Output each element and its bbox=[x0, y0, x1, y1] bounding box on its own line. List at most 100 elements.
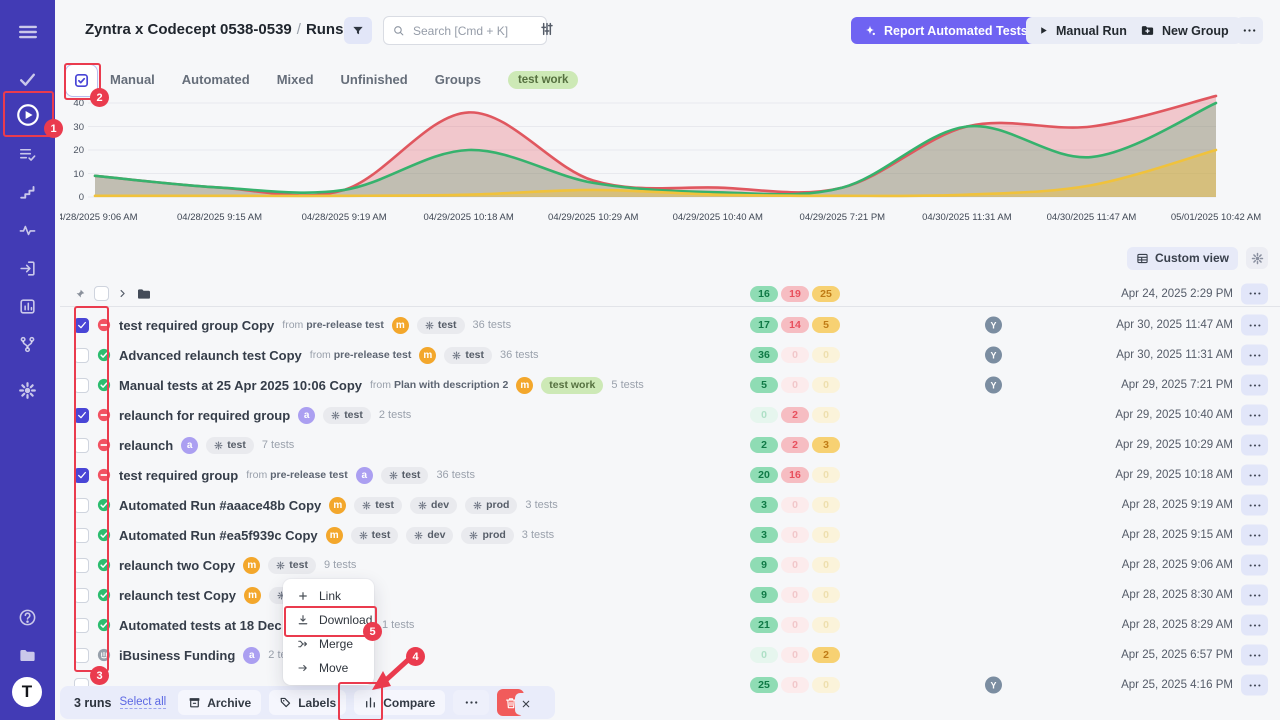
row-more-button[interactable] bbox=[1241, 314, 1268, 336]
table-row[interactable]: Manual tests at 25 Apr 2025 10:06 Copy fr… bbox=[60, 370, 1280, 400]
run-name: Advanced relaunch test Copy bbox=[119, 347, 302, 363]
tab-unfinished[interactable]: Unfinished bbox=[340, 72, 408, 87]
archive-button[interactable]: Archive bbox=[178, 690, 262, 715]
row-checkbox[interactable] bbox=[74, 647, 89, 663]
row-checkbox[interactable] bbox=[74, 587, 89, 603]
row-more-button[interactable] bbox=[1241, 464, 1268, 486]
sidebar-item-activity[interactable] bbox=[0, 213, 55, 247]
pin-icon bbox=[74, 288, 86, 300]
table-row[interactable]: relaunch test Copymtest900Apr 28, 2025 8… bbox=[60, 580, 1280, 610]
table-row[interactable]: relaunch for required group a test 2 tests 0… bbox=[60, 400, 1280, 430]
adjustments-icon[interactable] bbox=[539, 21, 555, 37]
row-more-button[interactable] bbox=[1241, 614, 1268, 636]
merge-icon bbox=[297, 638, 309, 650]
row-checkbox[interactable] bbox=[74, 437, 89, 453]
sidebar-item-import[interactable] bbox=[0, 251, 55, 285]
row-more-button[interactable] bbox=[1241, 374, 1268, 396]
new-group-button[interactable]: New Group bbox=[1128, 17, 1241, 44]
run-date: Apr 28, 2025 9:15 AM bbox=[1121, 529, 1233, 541]
skipped-count: 0 bbox=[812, 497, 840, 513]
avatar: Y bbox=[985, 676, 1002, 694]
chart-plot bbox=[88, 94, 1218, 198]
filter-chip-test-work[interactable]: test work bbox=[507, 70, 579, 89]
env-tag: test bbox=[206, 436, 254, 454]
row-checkbox[interactable] bbox=[74, 617, 89, 633]
row-more-button[interactable] bbox=[1241, 554, 1268, 576]
result-counts: 20 16 0 bbox=[750, 467, 840, 483]
labels-button[interactable]: Labels bbox=[269, 690, 347, 715]
sidebar-item-branch[interactable] bbox=[0, 327, 55, 361]
table-row[interactable]: test required group Copy from pre-release… bbox=[60, 310, 1280, 340]
row-more-button[interactable] bbox=[1241, 644, 1268, 666]
row-checkbox[interactable] bbox=[74, 497, 89, 513]
manual-run-button[interactable]: Manual Run bbox=[1026, 17, 1139, 44]
select-all-link[interactable]: Select all bbox=[119, 696, 167, 709]
table-row[interactable]: relaunch two Copy m test 9 tests 9 0 0 Apr 28, … bbox=[60, 550, 1280, 580]
env-tag: test bbox=[416, 316, 465, 334]
menu-item-move[interactable]: Move bbox=[283, 656, 374, 680]
row-more-button[interactable] bbox=[1241, 404, 1268, 426]
row-checkbox[interactable] bbox=[74, 317, 89, 333]
view-settings-gear-icon[interactable] bbox=[1246, 247, 1268, 269]
search-input[interactable] bbox=[411, 22, 538, 39]
compare-button[interactable]: Compare bbox=[354, 690, 446, 715]
row-more-button[interactable] bbox=[1241, 283, 1268, 304]
menu-item-download[interactable]: Download bbox=[283, 608, 374, 632]
sidebar-item-projects[interactable] bbox=[0, 638, 55, 672]
sidebar-item-menu[interactable] bbox=[0, 15, 55, 49]
custom-view-button[interactable]: Custom view bbox=[1126, 246, 1238, 270]
sidebar-item-test-cases[interactable] bbox=[0, 137, 55, 171]
table-row[interactable]: Automated Run #aaace48b Copy m test dev prod… bbox=[60, 490, 1280, 520]
tab-mixed[interactable]: Mixed bbox=[276, 72, 314, 87]
row-checkbox[interactable] bbox=[74, 527, 89, 543]
row-checkbox[interactable] bbox=[74, 467, 89, 483]
failed-count: 0 bbox=[781, 377, 809, 393]
group-row[interactable]: 16 19 25 Apr 24, 2025 2:29 PM bbox=[60, 281, 1280, 307]
row-more-button[interactable] bbox=[1241, 344, 1268, 366]
table-row[interactable]: relaunch a test 7 tests 2 2 3 Apr 29, 2025 10:2… bbox=[60, 430, 1280, 460]
bulk-more-button[interactable] bbox=[453, 690, 490, 715]
table-row[interactable]: test required group from pre-release test… bbox=[60, 460, 1280, 490]
chevron-right-icon[interactable] bbox=[117, 288, 128, 299]
row-more-button[interactable] bbox=[1241, 434, 1268, 456]
sidebar-item-reports[interactable] bbox=[0, 289, 55, 323]
app-logo[interactable]: T bbox=[12, 677, 42, 707]
row-more-button[interactable] bbox=[1241, 524, 1268, 546]
x-axis-tick: 04/29/2025 7:21 PM bbox=[799, 212, 886, 223]
table-row[interactable]: Automated Run #ea5f939c Copy m test dev prod… bbox=[60, 520, 1280, 550]
menu-item-link[interactable]: Link bbox=[283, 584, 374, 608]
tests-count: 3 tests bbox=[521, 529, 555, 541]
row-checkbox[interactable] bbox=[74, 377, 89, 393]
filter-button[interactable] bbox=[344, 17, 372, 44]
row-checkbox[interactable] bbox=[74, 347, 89, 363]
group-checkbox[interactable] bbox=[94, 286, 109, 301]
sidebar-item-runs[interactable] bbox=[0, 98, 55, 132]
search-box[interactable] bbox=[383, 16, 547, 45]
close-action-bar-button[interactable] bbox=[515, 693, 537, 715]
settings-icon bbox=[18, 381, 37, 400]
header-more-button[interactable] bbox=[1236, 17, 1263, 44]
tab-manual[interactable]: Manual bbox=[110, 72, 155, 87]
row-more-button[interactable] bbox=[1241, 584, 1268, 606]
row-checkbox[interactable] bbox=[74, 557, 89, 573]
report-automated-tests-button[interactable]: Report Automated Tests bbox=[851, 17, 1040, 44]
table-row[interactable]: Advanced relaunch test Copy from pre-rele… bbox=[60, 340, 1280, 370]
sidebar-item-steps[interactable] bbox=[0, 175, 55, 209]
row-more-button[interactable] bbox=[1241, 494, 1268, 516]
menu-item-merge[interactable]: Merge bbox=[283, 632, 374, 656]
sidebar-item-help[interactable] bbox=[0, 600, 55, 634]
failed-count: 0 bbox=[781, 677, 809, 693]
menu-icon bbox=[17, 21, 39, 43]
row-more-button[interactable] bbox=[1241, 674, 1268, 696]
row-checkbox[interactable] bbox=[74, 407, 89, 423]
tests-count: 7 tests bbox=[261, 439, 295, 451]
sidebar-item-check[interactable] bbox=[0, 62, 55, 96]
sidebar-item-settings[interactable] bbox=[0, 373, 55, 407]
table-row[interactable]: 25 0 0 Y Apr 25, 2025 4:16 PM bbox=[60, 670, 1280, 700]
tab-groups[interactable]: Groups bbox=[434, 72, 481, 87]
tab-automated[interactable]: Automated bbox=[181, 72, 250, 87]
table-row[interactable]: Automated tests at 18 Dec 2024 12 1 tests… bbox=[60, 610, 1280, 640]
